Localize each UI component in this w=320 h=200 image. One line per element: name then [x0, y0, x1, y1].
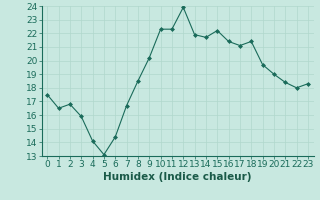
X-axis label: Humidex (Indice chaleur): Humidex (Indice chaleur): [103, 172, 252, 182]
